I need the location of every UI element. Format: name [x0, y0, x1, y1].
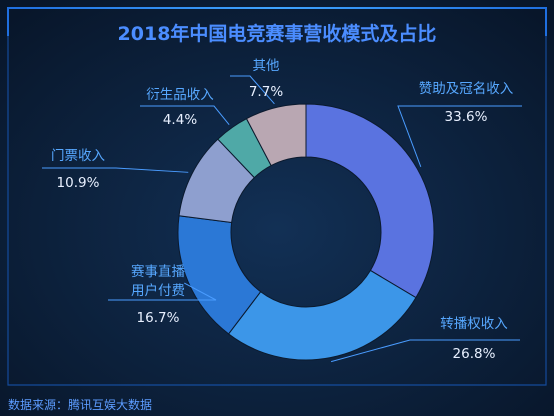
leader-line-2 [108, 282, 217, 301]
slice-label-4: 衍生品收入 [146, 87, 214, 103]
slice-value-5: 7.7% [249, 84, 283, 100]
slice-label-3: 门票收入 [51, 148, 105, 164]
slice-label-5: 其他 [253, 58, 280, 74]
chart-title: 2018年中国电竞赛事营收模式及占比 [118, 22, 437, 45]
leader-lines [42, 75, 522, 363]
slice-label-0: 赞助及冠名收入 [419, 81, 514, 97]
slice-value-1: 26.8% [453, 346, 496, 362]
leader-line-0 [397, 105, 522, 168]
leader-line-1 [330, 339, 520, 363]
slice-value-2: 16.7% [137, 310, 180, 326]
slice-0 [305, 103, 435, 299]
slice-value-0: 33.6% [445, 109, 488, 125]
slice-label-1: 转播权收入 [440, 315, 508, 332]
slice-label-2-0: 赛事直播 [131, 264, 185, 280]
slice-value-3: 10.9% [57, 175, 100, 191]
frame-top [7, 7, 547, 36]
slice-value-4: 4.4% [163, 112, 197, 128]
data-source: 数据来源：腾讯互娱大数据 [8, 398, 153, 412]
leader-line-5 [230, 75, 275, 105]
slices [177, 103, 435, 361]
leader-line-3 [42, 167, 189, 173]
leader-line-4 [140, 105, 230, 125]
slice-1 [227, 269, 417, 361]
slice-label-2-1: 用户付费 [131, 282, 185, 299]
frame-body [7, 36, 547, 386]
slice-5 [245, 103, 307, 167]
